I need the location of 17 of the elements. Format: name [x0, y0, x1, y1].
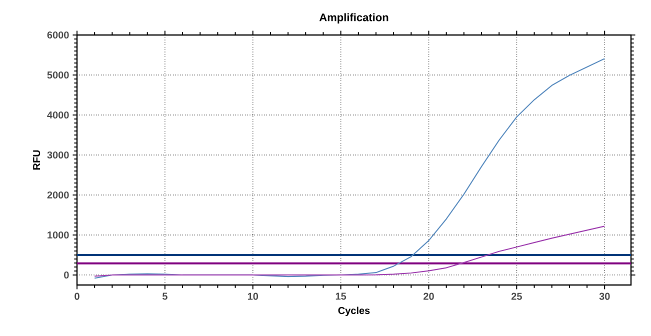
x-tick-label: 10 — [248, 292, 258, 300]
chart-title: Amplification — [319, 13, 388, 24]
y-tick-label: 4000 — [47, 111, 69, 119]
y-tick-label: 0 — [64, 271, 69, 279]
y-tick-label: 2000 — [47, 191, 69, 199]
x-tick-label: 15 — [336, 292, 346, 300]
y-tick-label: 6000 — [47, 31, 69, 39]
y-tick-label: 1000 — [48, 231, 69, 239]
x-axis-title: Cycles — [338, 306, 370, 316]
x-tick-label: 0 — [74, 292, 80, 300]
y-axis-title: RFU — [33, 150, 40, 170]
x-tick-label: 20 — [424, 292, 434, 300]
y-tick-label: 5000 — [47, 71, 69, 79]
x-tick-label: 30 — [599, 292, 610, 300]
x-tick-label: 5 — [162, 292, 168, 300]
x-tick-label: 25 — [511, 292, 522, 300]
y-tick-label: 3000 — [47, 151, 69, 159]
